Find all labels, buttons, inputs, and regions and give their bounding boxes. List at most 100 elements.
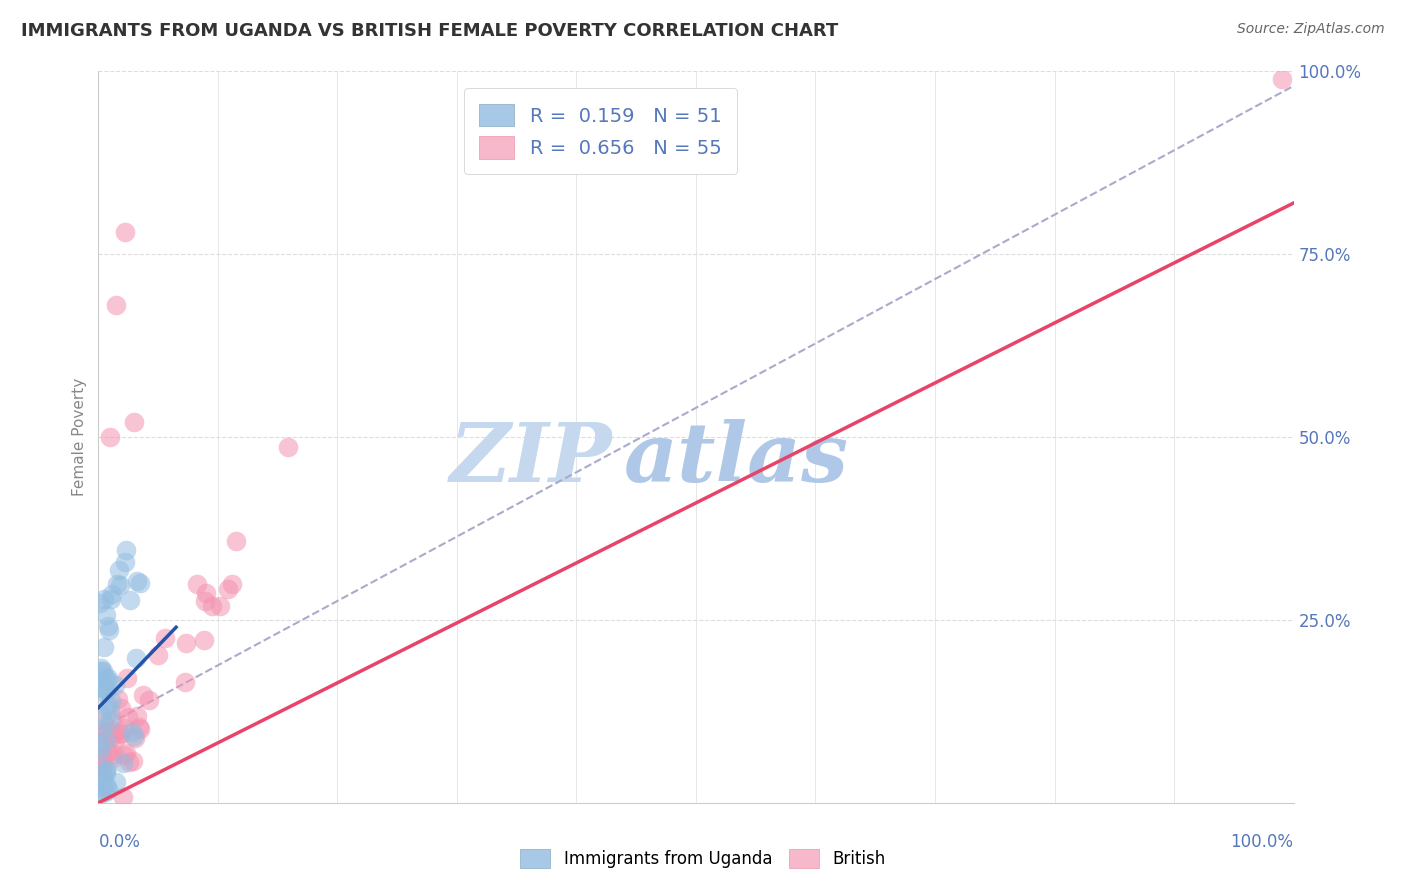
Point	[96, 745, 118, 759]
Point	[93, 591, 115, 606]
Point	[108, 726, 131, 740]
Point	[115, 671, 138, 685]
Point	[105, 577, 128, 591]
Point	[277, 441, 299, 455]
Point	[114, 225, 136, 239]
Point	[114, 556, 136, 570]
Point	[153, 631, 176, 645]
Point	[93, 686, 115, 700]
Legend: Immigrants from Uganda, British: Immigrants from Uganda, British	[513, 843, 893, 875]
Point	[186, 576, 208, 591]
Text: Source: ZipAtlas.com: Source: ZipAtlas.com	[1237, 22, 1385, 37]
Point	[93, 682, 115, 697]
Point	[108, 577, 131, 591]
Point	[132, 688, 155, 702]
Text: atlas: atlas	[624, 419, 849, 499]
Point	[124, 416, 146, 430]
Point	[93, 785, 115, 799]
Point	[114, 542, 136, 557]
Point	[104, 775, 127, 789]
Point	[138, 692, 160, 706]
Point	[91, 781, 114, 796]
Point	[93, 757, 115, 772]
Point	[128, 576, 150, 591]
Point	[103, 751, 125, 765]
Point	[97, 674, 120, 689]
Point	[125, 574, 148, 589]
Point	[89, 771, 111, 785]
Point	[124, 651, 146, 665]
Point	[89, 727, 111, 741]
Point	[96, 763, 118, 777]
Point	[90, 665, 112, 679]
Point	[129, 722, 152, 736]
Point	[101, 712, 124, 726]
Point	[94, 670, 117, 684]
Point	[115, 746, 138, 760]
Point	[112, 721, 135, 735]
Point	[90, 707, 112, 722]
Point	[194, 586, 217, 600]
Point	[97, 698, 120, 712]
Point	[97, 715, 120, 730]
Point	[94, 733, 117, 747]
Text: ZIP: ZIP	[450, 419, 613, 499]
Point	[96, 681, 118, 696]
Point	[97, 619, 120, 633]
Point	[128, 720, 150, 734]
Point	[121, 725, 143, 739]
Point	[208, 599, 231, 613]
Point	[225, 533, 247, 548]
Point	[101, 587, 124, 601]
Point	[148, 648, 170, 662]
Point	[108, 563, 131, 577]
Point	[193, 632, 215, 647]
Point	[122, 729, 145, 743]
Point	[110, 700, 132, 714]
Point	[89, 735, 111, 749]
Point	[93, 776, 115, 790]
Point	[105, 298, 128, 312]
Point	[89, 759, 111, 773]
Point	[91, 665, 114, 679]
Point	[112, 748, 135, 763]
Point	[89, 745, 111, 759]
Point	[90, 681, 112, 696]
Point	[96, 723, 118, 738]
Point	[173, 675, 195, 690]
Point	[107, 692, 129, 706]
Point	[90, 710, 112, 724]
Point	[94, 607, 117, 622]
Point	[104, 725, 127, 739]
Point	[89, 596, 111, 610]
Point	[96, 765, 118, 780]
Point	[105, 731, 128, 745]
Point	[1271, 71, 1294, 86]
Text: 0.0%: 0.0%	[98, 833, 141, 851]
Point	[127, 708, 149, 723]
Point	[90, 723, 112, 737]
Point	[100, 694, 122, 708]
Point	[96, 779, 118, 793]
Point	[97, 744, 120, 758]
Point	[98, 704, 121, 718]
Point	[104, 677, 127, 691]
Point	[201, 599, 224, 613]
Point	[110, 727, 132, 741]
Point	[89, 787, 111, 801]
Point	[124, 731, 146, 745]
Point	[118, 756, 141, 770]
Text: 100.0%: 100.0%	[1230, 833, 1294, 851]
Point	[103, 747, 125, 761]
Y-axis label: Female Poverty: Female Poverty	[72, 378, 87, 496]
Point	[120, 593, 142, 607]
Point	[111, 756, 134, 770]
Point	[98, 430, 122, 444]
Point	[112, 790, 135, 805]
Point	[100, 730, 122, 744]
Point	[93, 640, 115, 654]
Point	[89, 738, 111, 752]
Point	[174, 636, 197, 650]
Point	[117, 710, 139, 724]
Point	[97, 671, 120, 685]
